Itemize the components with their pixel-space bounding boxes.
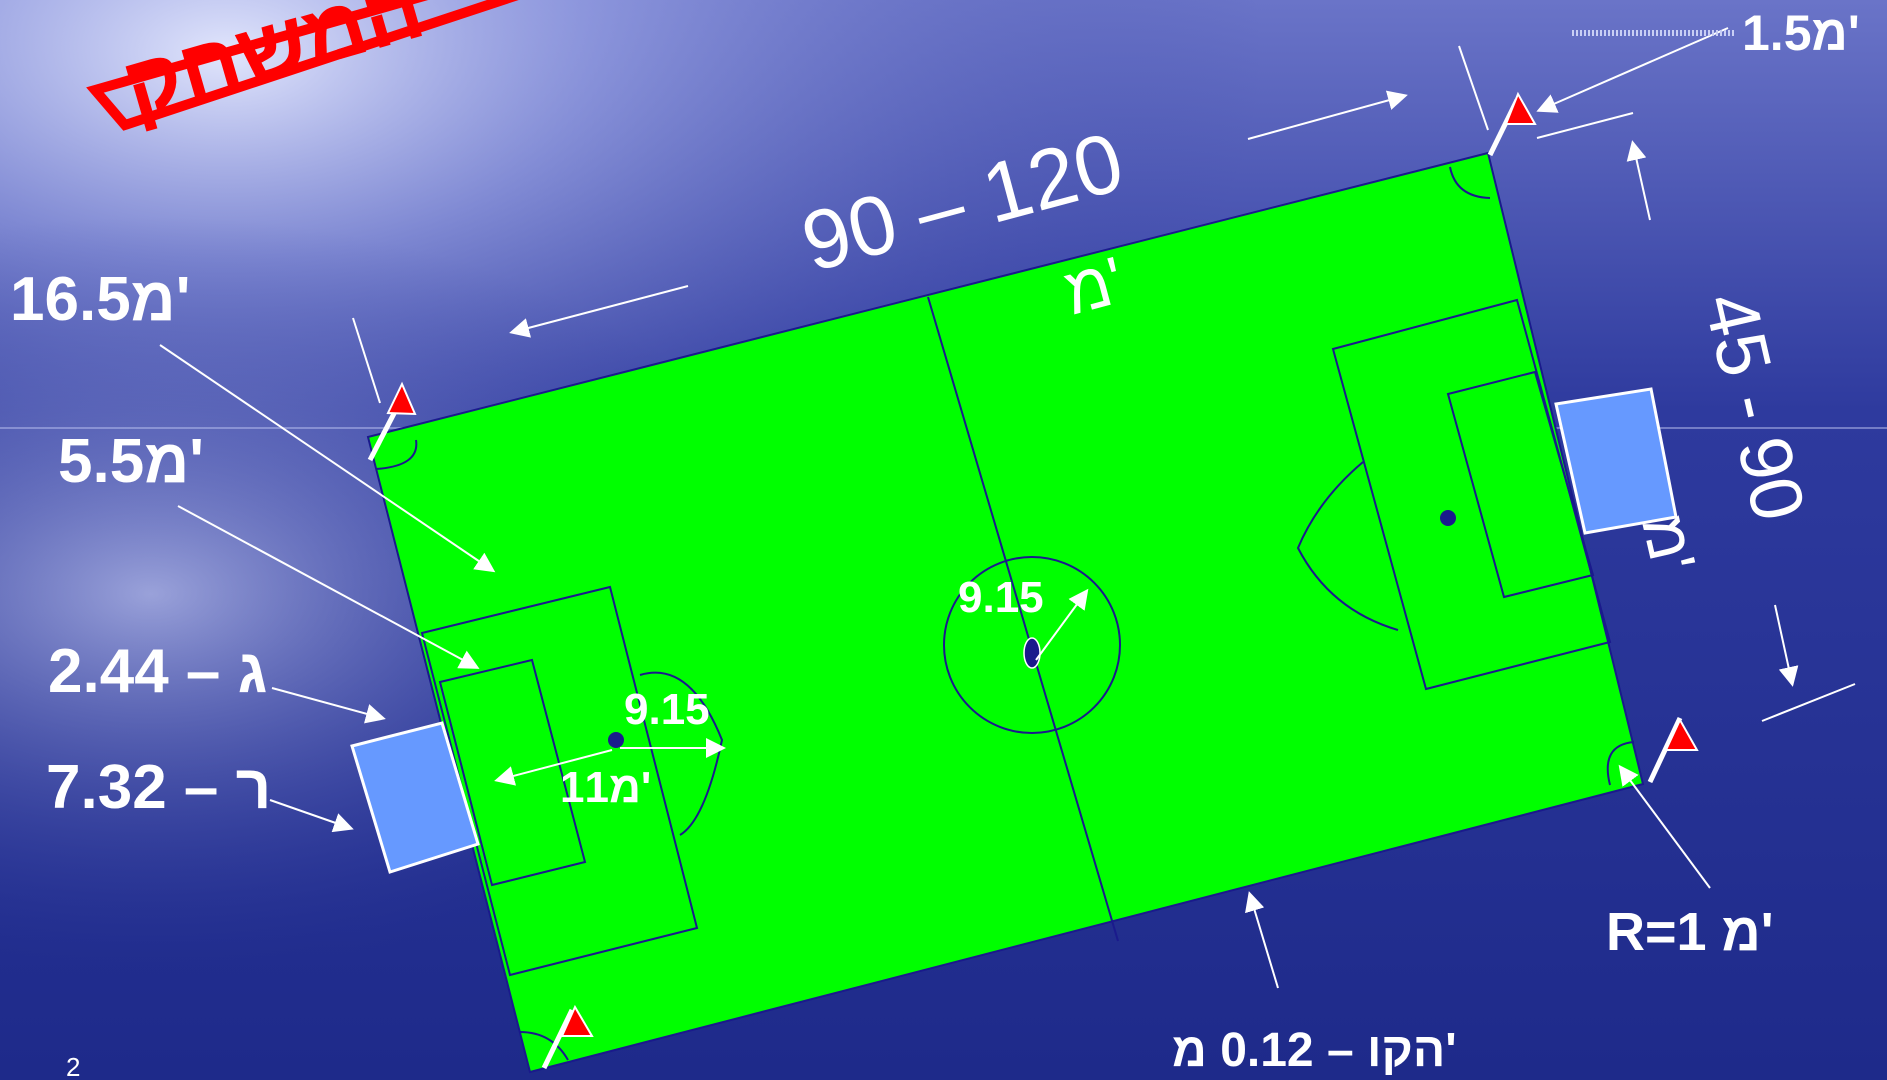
corner-flag-top-left xyxy=(367,381,417,462)
halfway-line xyxy=(927,296,1119,942)
left-penalty-area xyxy=(420,585,699,977)
center-circle-radius-label: 9.15 xyxy=(958,573,1044,622)
center-circle xyxy=(943,556,1121,734)
right-penalty-spot xyxy=(1440,510,1456,526)
corner-arc-top-left xyxy=(375,439,418,470)
corner-arc-arrow xyxy=(1618,764,1711,889)
width-arrow-top xyxy=(1626,140,1651,221)
flag-height-arrow xyxy=(1536,27,1729,113)
center-spot xyxy=(1023,637,1041,669)
corner-flag-height-label: 1.5מ' xyxy=(1742,5,1860,61)
pitch xyxy=(366,151,1645,1074)
corner-arc-label: R=1 מ' xyxy=(1606,902,1774,962)
width-extension-bottom xyxy=(1761,683,1856,722)
width-arrow-bottom xyxy=(1774,604,1799,687)
left-goal xyxy=(350,721,480,874)
length-arrow-right xyxy=(1247,90,1408,140)
slide-number: 2 xyxy=(66,1052,80,1080)
corner-arc-bottom-right xyxy=(1606,741,1635,786)
right-penalty-arc xyxy=(1296,461,1399,631)
corner-arc-bottom-left xyxy=(519,1031,569,1061)
goal-area-label: 5.5מ' xyxy=(58,427,204,496)
pitch-surface xyxy=(366,151,1645,1074)
length-extension-left xyxy=(352,317,381,404)
left-penalty-spot xyxy=(608,732,624,748)
right-goal xyxy=(1554,387,1678,535)
length-extension-right xyxy=(1458,45,1489,131)
corner-flag-top-right xyxy=(1487,91,1537,157)
corner-flag-bottom-right xyxy=(1647,716,1699,784)
corner-flag-bottom-left xyxy=(541,1004,594,1070)
goal-area-arrow xyxy=(177,505,480,669)
goal-width-arrow xyxy=(269,799,354,833)
right-goal-area xyxy=(1446,370,1595,599)
goal-width-label: ר – 7.32 xyxy=(46,753,271,822)
penalty-arc-radius-label: 9.15 xyxy=(624,685,710,734)
left-goal-area xyxy=(438,658,587,887)
center-radius-arrow xyxy=(1035,588,1089,661)
goal-height-arrow xyxy=(271,687,386,724)
penalty-area-arrow xyxy=(159,344,496,573)
penalty-spot-arrow xyxy=(494,749,613,786)
line-width-arrow xyxy=(1245,891,1279,989)
goal-height-label: ג – 2.44 xyxy=(48,637,267,706)
penalty-spot-label: 11מ' xyxy=(560,763,651,812)
corner-arc-top-right xyxy=(1449,166,1491,199)
penalty-area-label: 16.5מ' xyxy=(10,265,190,334)
width-extension-top xyxy=(1536,112,1634,139)
length-arrow-left xyxy=(509,285,689,338)
line-width-label: הקו – 0.12 מ' xyxy=(1172,1024,1457,1077)
right-penalty-area xyxy=(1331,298,1612,691)
